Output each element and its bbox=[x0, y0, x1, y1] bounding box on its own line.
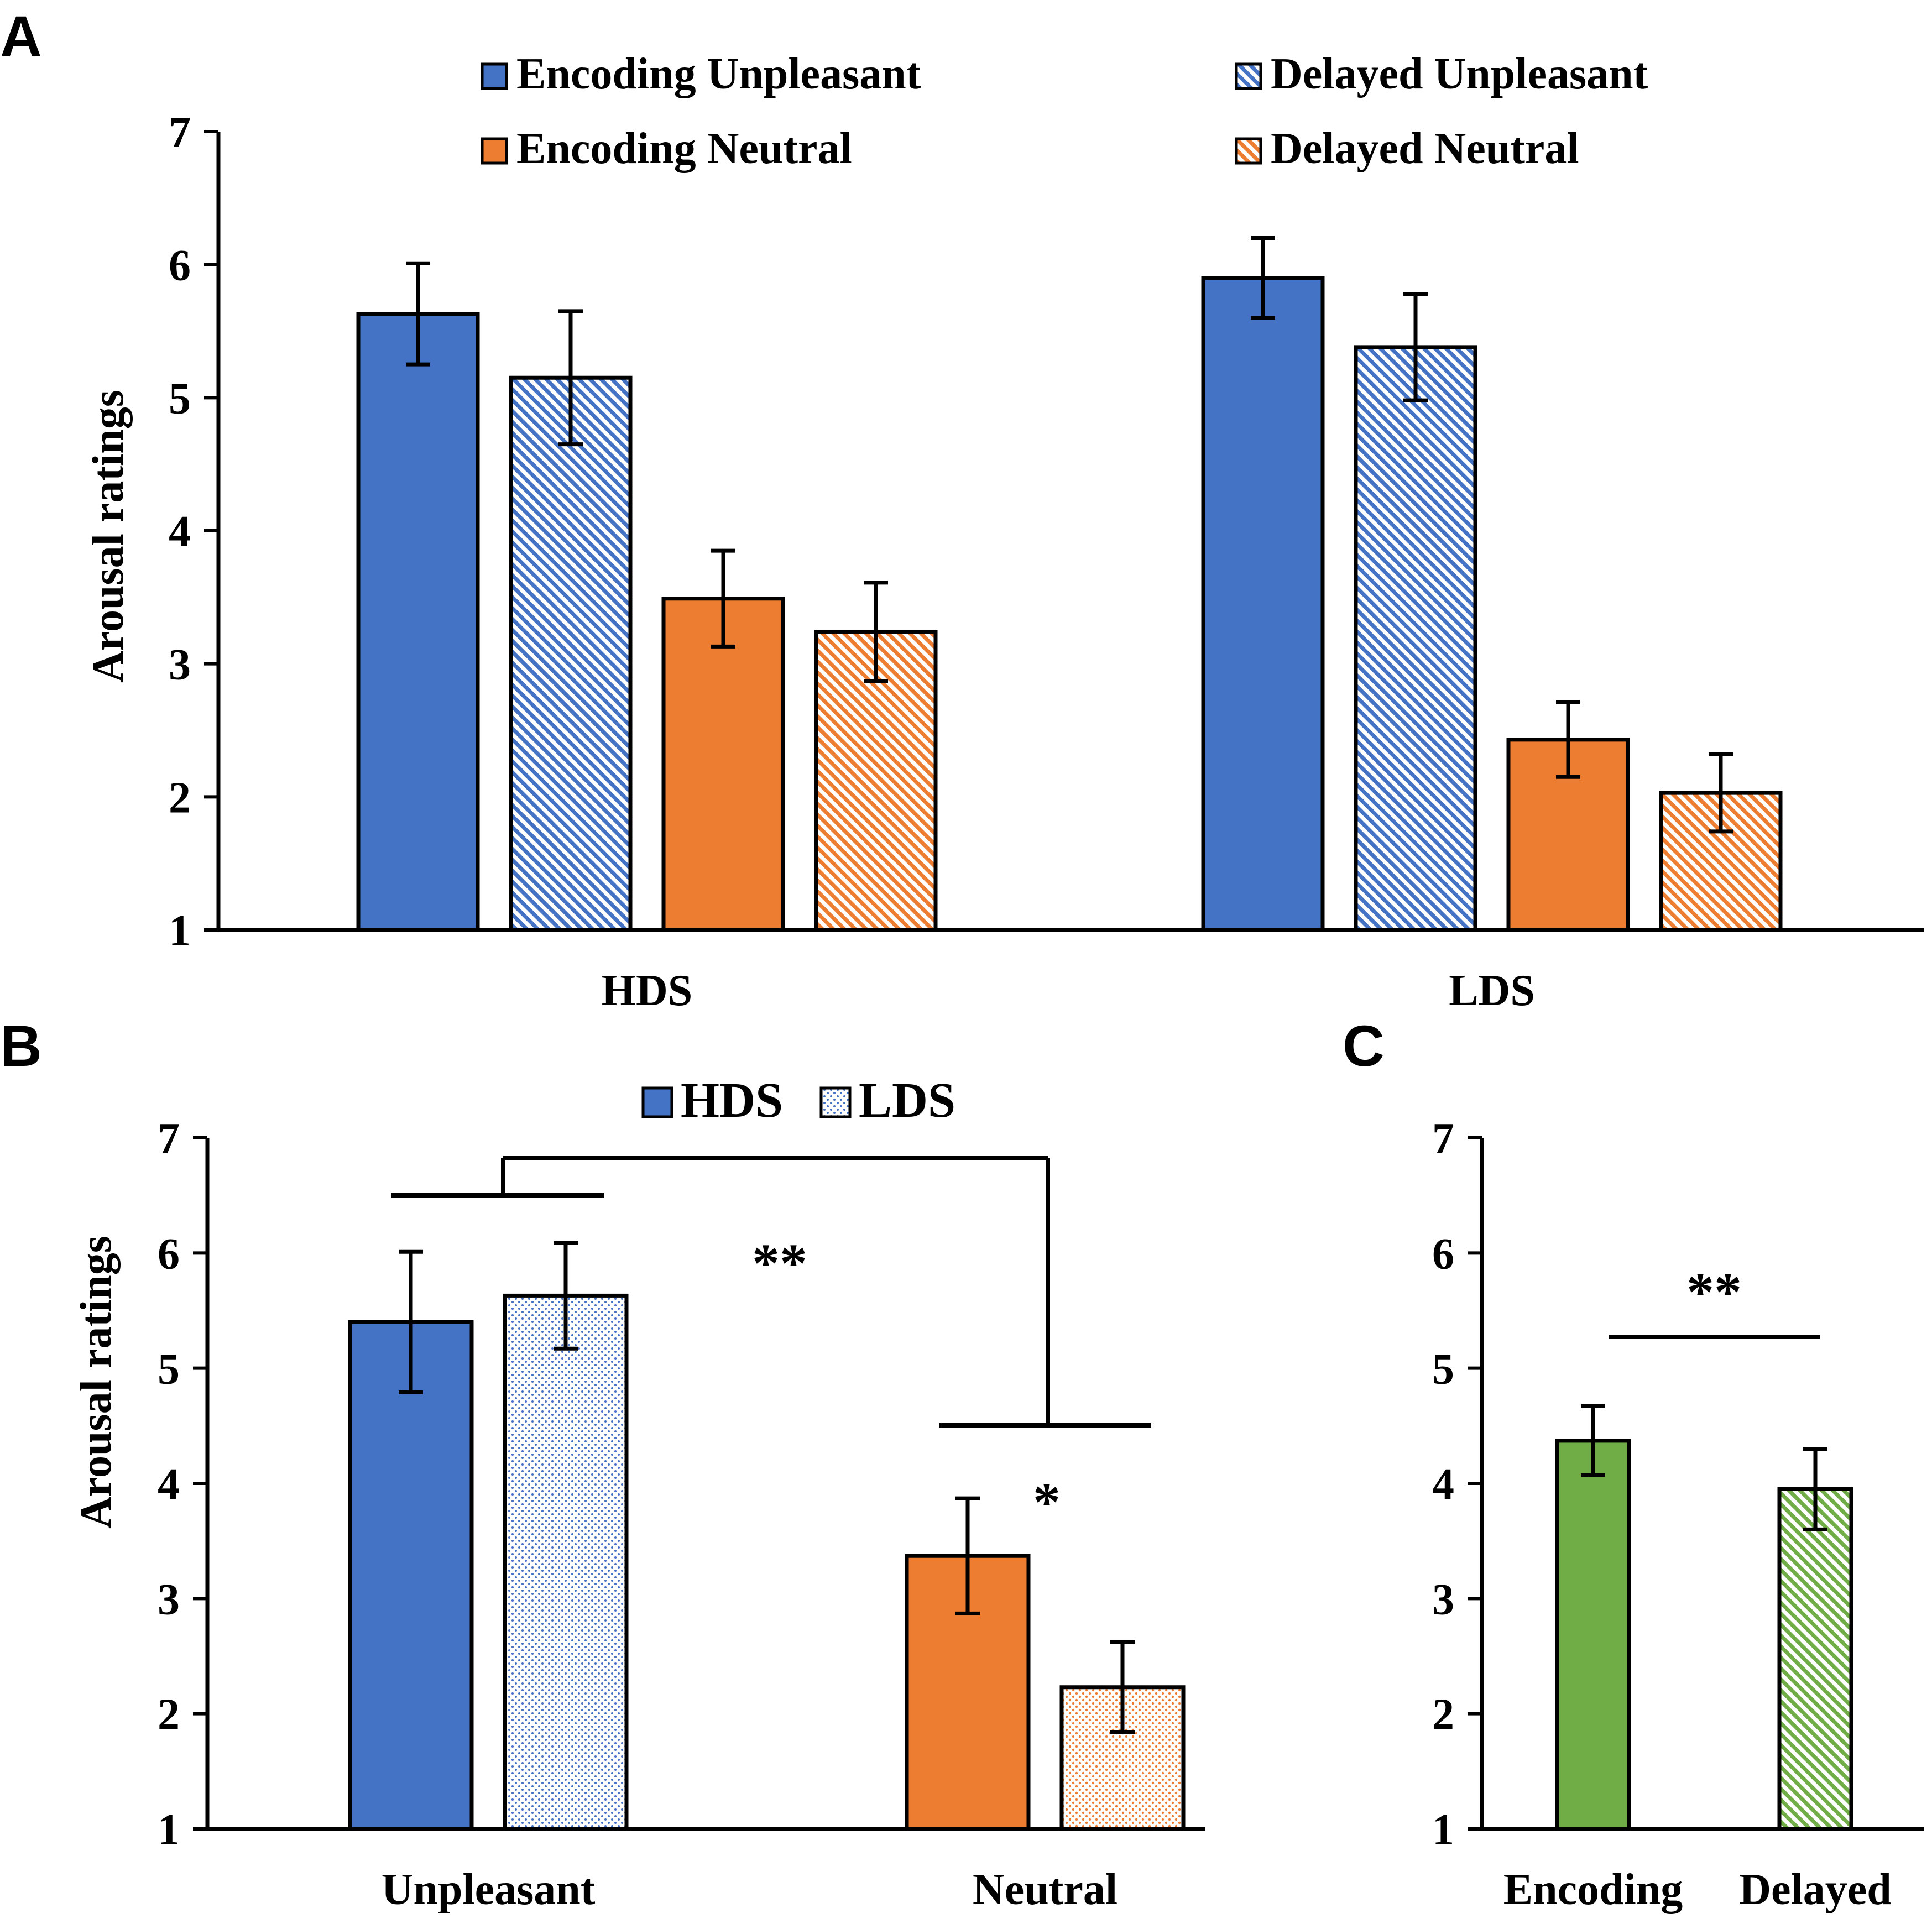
y-tick-label-6: 6 bbox=[169, 242, 191, 290]
y-tick-label-7: 7 bbox=[1432, 1115, 1454, 1163]
bar-lds-encoding-unpleasant bbox=[1201, 276, 1325, 932]
panel-a-legend: Encoding Unpleasant Delayed Unpleasant Enc… bbox=[481, 50, 1648, 173]
y-tick-label-1: 1 bbox=[1432, 1806, 1454, 1854]
panel-b-significance-double-star: ** bbox=[752, 1232, 807, 1294]
x-tick-label-delayed: Delayed bbox=[1739, 1865, 1892, 1914]
y-tick-label-5: 5 bbox=[158, 1345, 180, 1394]
legend-label-hds: HDS bbox=[681, 1073, 783, 1128]
bar-hds-encoding-unpleasant bbox=[356, 312, 480, 932]
panel-label-c: C bbox=[1343, 1014, 1385, 1079]
panel-b-y-axis-label: Arousal ratings bbox=[72, 1236, 121, 1529]
legend-label-encoding-neutral: Encoding Neutral bbox=[516, 124, 852, 173]
legend-label-lds: LDS bbox=[859, 1073, 955, 1128]
legend-swatch-encoding-neutral bbox=[481, 137, 508, 165]
legend-swatch-encoding-unpleasant bbox=[481, 62, 508, 90]
bar-hds-delayed-unpleasant bbox=[509, 375, 633, 932]
y-tick-label-3: 3 bbox=[1432, 1575, 1454, 1624]
y-tick-label-4: 4 bbox=[158, 1460, 180, 1509]
bar-lds-delayed-neutral bbox=[1659, 791, 1783, 932]
legend-label-delayed-unpleasant: Delayed Unpleasant bbox=[1271, 50, 1648, 98]
y-tick-label-6: 6 bbox=[1432, 1230, 1454, 1278]
bar-encoding bbox=[1555, 1439, 1631, 1831]
legend-swatch-delayed-unpleasant bbox=[1235, 62, 1262, 90]
y-tick-label-2: 2 bbox=[1432, 1691, 1454, 1739]
y-tick-label-7: 7 bbox=[169, 108, 191, 157]
panel-a-y-axis-label: Arousal ratings bbox=[84, 390, 133, 683]
y-tick-label-3: 3 bbox=[169, 641, 191, 689]
x-tick-label-hds: HDS bbox=[602, 966, 693, 1015]
y-tick-label-7: 7 bbox=[158, 1115, 180, 1163]
panel-b-chart: Arousal ratings 1 2 3 4 5 6 7 Unpleasant Neutra… bbox=[72, 1073, 1205, 1914]
bar-hds-encoding-neutral bbox=[661, 597, 785, 932]
panel-label-a: A bbox=[0, 4, 42, 69]
legend-label-encoding-unpleasant: Encoding Unpleasant bbox=[516, 50, 921, 98]
bar-delayed bbox=[1777, 1487, 1853, 1831]
y-tick-label-5: 5 bbox=[169, 374, 191, 423]
y-tick-label-3: 3 bbox=[158, 1575, 180, 1624]
x-tick-label-encoding: Encoding bbox=[1503, 1865, 1683, 1914]
legend-swatch-hds bbox=[641, 1086, 673, 1118]
panel-b-significance-brackets bbox=[391, 1156, 1151, 1428]
panel-label-b: B bbox=[0, 1014, 42, 1079]
y-tick-label-4: 4 bbox=[1432, 1460, 1454, 1509]
panel-b-significance-single-star: * bbox=[1033, 1471, 1061, 1533]
panel-c-significance-double-star: ** bbox=[1686, 1261, 1742, 1322]
panel-a-chart: Arousal ratings 1 2 3 4 5 6 7 HDS LDS Encoding … bbox=[84, 50, 1924, 1015]
y-tick-label-6: 6 bbox=[158, 1230, 180, 1278]
legend-swatch-delayed-neutral bbox=[1235, 137, 1262, 165]
bar-lds-delayed-unpleasant bbox=[1354, 345, 1477, 932]
legend-swatch-lds bbox=[819, 1086, 852, 1118]
y-tick-label-2: 2 bbox=[158, 1691, 180, 1739]
y-tick-label-1: 1 bbox=[158, 1806, 180, 1854]
x-tick-label-unpleasant: Unpleasant bbox=[382, 1865, 596, 1914]
bar-unpleasant-lds bbox=[503, 1293, 629, 1831]
legend-label-delayed-neutral: Delayed Neutral bbox=[1271, 124, 1579, 173]
y-tick-label-1: 1 bbox=[169, 907, 191, 955]
y-tick-label-2: 2 bbox=[169, 773, 191, 822]
y-tick-label-4: 4 bbox=[169, 508, 191, 556]
x-tick-label-neutral: Neutral bbox=[973, 1865, 1118, 1914]
panel-b-legend: HDS LDS bbox=[641, 1073, 955, 1128]
y-tick-label-5: 5 bbox=[1432, 1345, 1454, 1394]
panel-c-chart: 1 2 3 4 5 6 7 Encoding Delayed ** bbox=[1432, 1115, 1924, 1914]
bar-unpleasant-hds bbox=[348, 1320, 474, 1831]
x-tick-label-lds: LDS bbox=[1449, 966, 1535, 1015]
